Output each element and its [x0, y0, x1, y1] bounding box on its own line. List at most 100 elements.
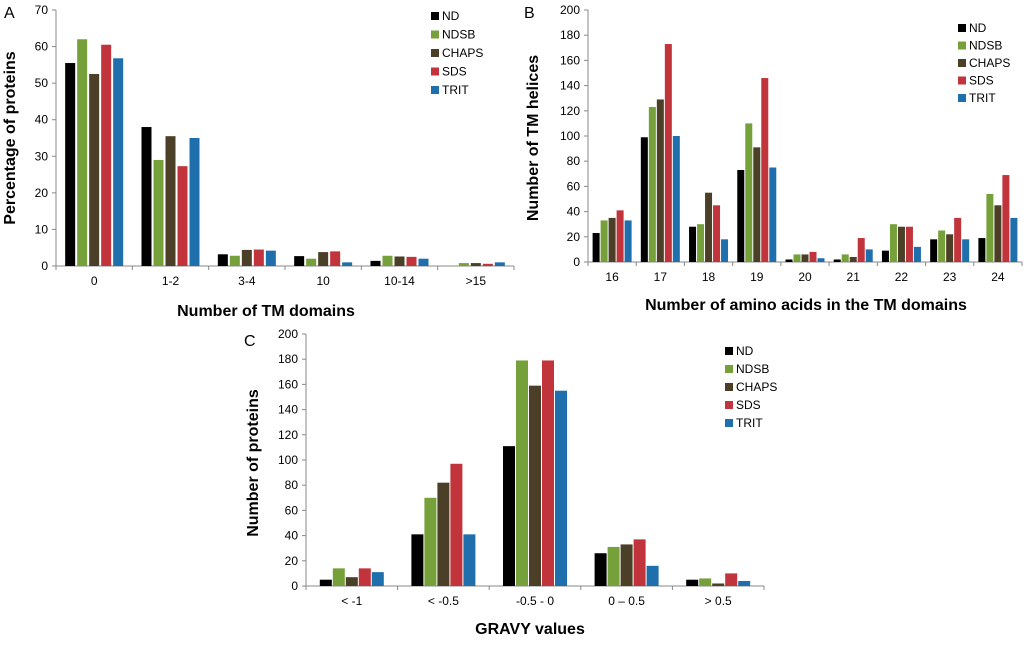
y-tick-label: 30 — [35, 149, 49, 163]
bar-nd-2 — [503, 446, 515, 586]
y-axis-title: Percentage of proteins — [2, 51, 19, 224]
x-axis-title: Number of amino acids in the TM domains — [645, 297, 967, 314]
y-tick-label: 40 — [285, 529, 299, 543]
y-tick-label: 0 — [573, 255, 580, 269]
legend-swatch — [958, 41, 966, 50]
bar-nd-5 — [833, 259, 841, 262]
bar-nd-1 — [141, 127, 152, 267]
bar-trit-2 — [555, 390, 567, 586]
bar-nd-3 — [737, 170, 745, 262]
panel-b: B Number of TM helices Number of amino a… — [524, 3, 1023, 314]
bar-ndsb-2 — [516, 360, 528, 586]
y-tick-label: 40 — [35, 113, 49, 127]
x-tick-label: 10-14 — [384, 274, 415, 288]
panel-letter: C — [244, 333, 256, 350]
bar-nd-0 — [65, 63, 76, 267]
y-tick-label: 120 — [278, 428, 298, 442]
bar-chaps-1 — [165, 136, 176, 266]
bar-sds-2 — [713, 205, 721, 262]
panel-a: A Percentage of proteins Number of TM do… — [2, 3, 515, 320]
bar-chaps-3 — [318, 252, 329, 266]
y-tick-label: 20 — [567, 230, 581, 244]
bar-ndsb-7 — [938, 230, 946, 262]
bar-ndsb-2 — [229, 255, 240, 266]
y-tick-label: 100 — [278, 453, 298, 467]
y-tick-label: 0 — [291, 579, 298, 593]
x-tick-label: 19 — [750, 270, 764, 284]
legend-label: ND — [442, 9, 460, 23]
bar-nd-1 — [640, 137, 648, 262]
y-axis-title: Number of proteins — [245, 389, 262, 537]
x-tick-label: >15 — [466, 274, 487, 288]
bar-sds-3 — [761, 78, 769, 262]
bar-trit-0 — [624, 220, 632, 262]
legend-swatch — [958, 76, 966, 85]
bar-chaps-0 — [608, 217, 616, 262]
bar-chaps-8 — [994, 205, 1002, 262]
panel-letter: B — [524, 5, 535, 22]
bar-ndsb-3 — [745, 123, 753, 263]
x-tick-label: 0 — [91, 274, 98, 288]
bar-trit-3 — [769, 167, 777, 262]
bar-ndsb-3 — [607, 546, 620, 586]
bar-trit-3 — [342, 262, 353, 266]
x-tick-label: -0.5 - 0 — [516, 594, 554, 608]
x-tick-label: 24 — [991, 270, 1005, 284]
x-tick-label: 18 — [702, 270, 716, 284]
x-axis-title: Number of TM domains — [177, 303, 355, 320]
x-tick-label: 21 — [847, 270, 861, 284]
bar-trit-0 — [113, 58, 124, 266]
bar-chaps-4 — [712, 583, 725, 586]
x-tick-label: 22 — [895, 270, 909, 284]
bar-chaps-1 — [437, 482, 450, 586]
bar-chaps-2 — [529, 385, 541, 586]
legend-swatch — [725, 347, 733, 355]
legend-label: SDS — [442, 65, 467, 79]
legend-swatch — [725, 383, 733, 391]
bar-nd-3 — [294, 256, 305, 266]
bar-sds-5 — [857, 238, 865, 262]
bar-chaps-0 — [89, 74, 100, 266]
legend-swatch — [958, 24, 966, 32]
bar-ndsb-4 — [793, 254, 801, 262]
bar-trit-4 — [738, 580, 751, 586]
bar-ndsb-8 — [986, 193, 994, 262]
y-tick-label: 70 — [35, 3, 49, 17]
legend: ND NDSB CHAPS SDS TRIT — [958, 21, 1010, 105]
y-tick-label: 200 — [560, 3, 580, 17]
legend-label: NDSB — [969, 39, 1002, 53]
y-tick-label: 80 — [285, 478, 299, 492]
y-tick-label: 0 — [41, 259, 48, 273]
bar-ndsb-2 — [697, 224, 705, 262]
y-tick-label: 40 — [567, 205, 581, 219]
legend-label: NDSB — [736, 362, 769, 376]
legend-label: ND — [736, 344, 754, 358]
bar-trit-1 — [463, 534, 476, 586]
y-tick-label: 20 — [285, 554, 299, 568]
legend-label: CHAPS — [442, 46, 483, 60]
bar-trit-2 — [265, 250, 276, 266]
bar-chaps-7 — [946, 234, 954, 262]
bar-ndsb-3 — [306, 258, 317, 266]
y-tick-label: 60 — [285, 503, 299, 517]
y-axis-title: Number of TM helices — [525, 55, 542, 221]
bar-sds-1 — [177, 166, 188, 266]
legend-swatch — [431, 67, 439, 76]
y-tick-label: 10 — [35, 222, 49, 236]
y-tick-label: 80 — [567, 154, 581, 168]
bar-ndsb-5 — [458, 263, 469, 266]
y-tick-label: 60 — [35, 40, 49, 54]
bar-chaps-4 — [801, 254, 809, 262]
legend-label: CHAPS — [736, 380, 777, 394]
bar-trit-5 — [865, 249, 873, 262]
bar-nd-8 — [978, 238, 986, 262]
bar-chaps-0 — [345, 577, 358, 586]
bar-nd-4 — [370, 260, 381, 266]
bar-trit-4 — [418, 258, 429, 266]
bar-nd-4 — [686, 579, 699, 586]
bar-chaps-2 — [241, 249, 252, 266]
bar-ndsb-1 — [153, 159, 164, 266]
bar-sds-5 — [482, 263, 493, 266]
x-tick-label: 23 — [943, 270, 957, 284]
